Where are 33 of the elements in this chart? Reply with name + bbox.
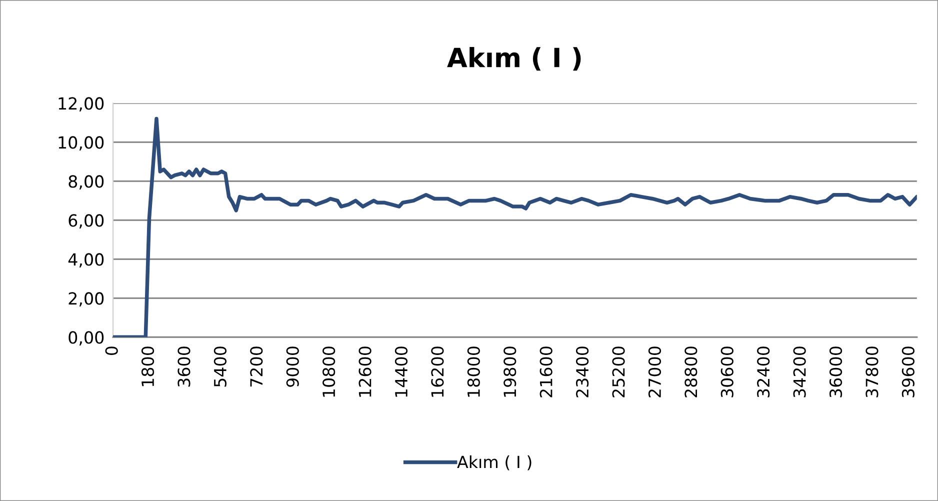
x-tick-label: 34200	[793, 346, 806, 398]
line-series	[113, 116, 917, 338]
y-tick-label: 2,00	[68, 292, 104, 306]
x-tick-label: 7200	[250, 346, 263, 387]
x-tick-label: 1800	[141, 346, 154, 386]
y-tick-label: 4,00	[68, 253, 104, 268]
x-tick-label: 9000	[286, 346, 299, 387]
legend-label: Akım ( I )	[457, 455, 532, 470]
x-tick-label: 16200	[431, 346, 444, 397]
chart-title: Akım ( I )	[447, 47, 581, 71]
x-tick-label: 5400	[214, 346, 226, 387]
x-tick-label: 10800	[322, 346, 336, 397]
y-tick-label: 6,00	[68, 214, 104, 228]
x-tick-label: 36000	[829, 346, 842, 398]
x-tick-label: 18000	[467, 346, 480, 397]
x-tick-label: 14400	[394, 346, 408, 397]
x-tick-label: 27000	[648, 346, 662, 398]
x-tick-label: 28800	[684, 346, 698, 398]
x-tick-label: 23400	[576, 346, 589, 398]
x-tick-label: 12600	[358, 346, 372, 397]
x-tick-label: 32400	[757, 346, 770, 398]
x-tick-label: 30600	[720, 346, 734, 398]
y-tick-label: 10,00	[58, 136, 104, 150]
x-tick-label: 25200	[612, 346, 625, 398]
x-tick-label: 37800	[866, 346, 878, 398]
x-tick-label: 0	[105, 346, 118, 356]
y-tick-label: 8,00	[68, 175, 104, 190]
y-tick-label: 12,00	[58, 97, 104, 112]
x-tick-label: 39600	[902, 346, 914, 398]
x-tick-label: 21600	[540, 346, 552, 398]
y-tick-label: 0,00	[68, 331, 104, 346]
x-tick-label: 3600	[178, 346, 190, 387]
x-tick-label: 19800	[504, 346, 516, 397]
